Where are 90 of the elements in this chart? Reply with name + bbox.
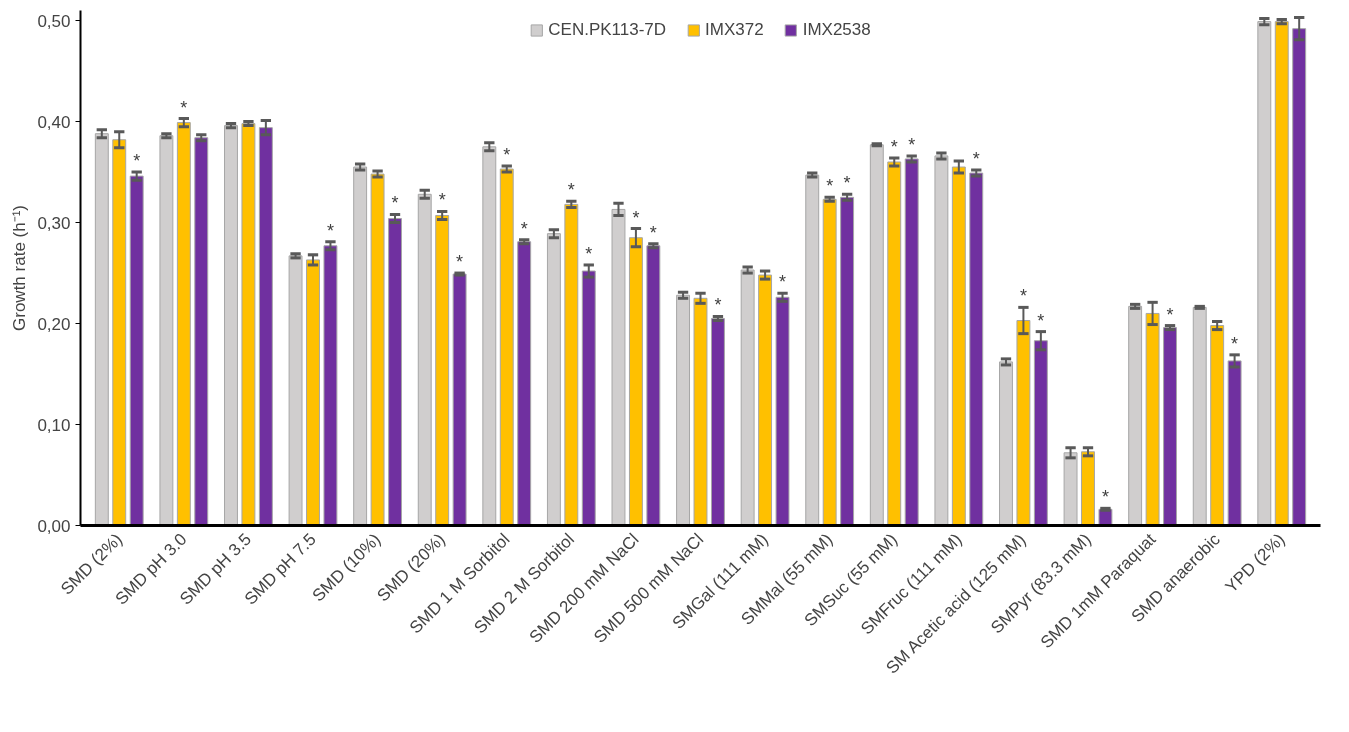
bar — [224, 125, 238, 526]
data-label: * — [1037, 310, 1045, 331]
bar — [112, 139, 127, 526]
data-label: * — [890, 136, 898, 157]
legend-label: IMX2538 — [802, 20, 871, 40]
y-tick-label: 0,40 — [37, 112, 71, 132]
bar — [822, 198, 837, 526]
bar — [1063, 452, 1078, 526]
bar — [159, 135, 174, 526]
bar — [1292, 28, 1307, 526]
data-label: * — [585, 243, 593, 264]
bar — [306, 259, 320, 526]
y-tick-label: 0,00 — [37, 516, 71, 536]
bar — [564, 203, 579, 526]
y-axis-title: Growth rate (h⁻¹) — [10, 205, 30, 331]
data-label: * — [714, 295, 722, 316]
bar — [452, 273, 467, 526]
bar — [740, 269, 755, 526]
data-label: * — [1166, 304, 1174, 325]
legend-label: IMX372 — [705, 20, 764, 40]
bar — [710, 317, 725, 526]
bar — [353, 166, 368, 526]
bar — [869, 144, 884, 526]
bar — [1033, 340, 1048, 526]
bar — [435, 214, 450, 526]
bar — [388, 218, 402, 526]
bar — [241, 123, 256, 526]
bar — [805, 174, 820, 526]
data-label: * — [779, 272, 787, 293]
bar — [934, 155, 949, 526]
bar — [370, 173, 385, 526]
bar — [288, 255, 303, 526]
data-label: * — [133, 151, 141, 172]
bar — [176, 122, 191, 526]
data-label: * — [1019, 286, 1027, 307]
bar — [94, 133, 109, 526]
bar — [1145, 312, 1160, 526]
bar — [628, 237, 643, 526]
bar — [1163, 327, 1177, 526]
bar — [323, 245, 338, 526]
bar — [1016, 320, 1031, 526]
data-label: * — [520, 218, 528, 239]
data-label: * — [972, 149, 980, 170]
bar — [904, 158, 919, 526]
bar — [258, 127, 273, 526]
data-label: * — [180, 97, 188, 118]
bar — [1128, 305, 1143, 526]
data-label: * — [391, 193, 399, 214]
legend-label: CEN.PK113-7D — [548, 20, 667, 40]
data-label: * — [1101, 487, 1109, 508]
bar — [1274, 21, 1289, 526]
bar — [758, 274, 773, 526]
bar — [1192, 306, 1207, 526]
bar — [546, 233, 561, 526]
bar — [999, 361, 1013, 526]
data-label: * — [503, 145, 511, 166]
bar — [611, 208, 626, 526]
bar — [517, 241, 532, 526]
bar — [693, 297, 708, 526]
data-label: * — [632, 207, 640, 228]
bar — [1227, 360, 1242, 526]
bar — [840, 196, 855, 526]
data-label: * — [649, 222, 657, 243]
bar — [646, 245, 661, 526]
bar — [951, 166, 966, 526]
bar — [676, 294, 691, 526]
bar — [1081, 451, 1095, 526]
bar — [887, 161, 902, 526]
data-label: * — [1231, 333, 1239, 354]
bar — [194, 137, 209, 526]
bar — [129, 175, 144, 526]
data-label: * — [438, 190, 446, 211]
y-tick-label: 0,30 — [37, 213, 71, 233]
y-tick-label: 0,20 — [37, 314, 71, 334]
bar — [417, 193, 432, 526]
bar — [499, 168, 514, 526]
bar — [775, 296, 790, 526]
data-label: * — [456, 252, 464, 273]
data-label: * — [567, 180, 575, 201]
bar — [1210, 325, 1225, 526]
data-label: * — [908, 134, 916, 155]
bar — [482, 146, 497, 526]
bar — [1257, 21, 1272, 526]
data-label: * — [826, 176, 834, 197]
y-tick-label: 0,50 — [37, 11, 71, 31]
y-tick-label: 0,10 — [37, 415, 71, 435]
bar — [581, 270, 596, 526]
data-label: * — [326, 220, 334, 241]
data-label: * — [843, 173, 851, 194]
bar — [969, 172, 984, 526]
